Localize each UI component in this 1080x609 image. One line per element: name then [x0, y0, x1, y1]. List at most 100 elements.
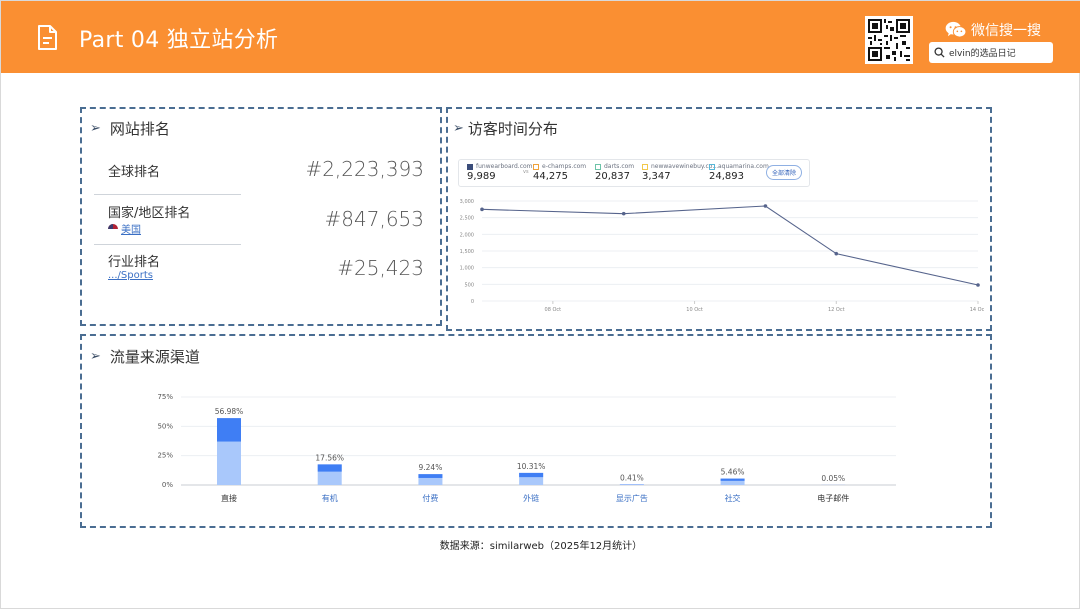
data-source-note: 数据来源：similarweb（2025年12月统计） [439, 541, 643, 552]
legend-value: 20,837 [595, 171, 630, 182]
visitor-time-heading: ➢ 访客时间分布 [453, 118, 558, 139]
legend-site-name: e-champs.com [542, 163, 587, 170]
visitor-line-chart: 0 500 1,000 1,500 2,000 2,500 3,000 08 Oct 10 Oc… [460, 199, 984, 313]
country-rank-row: 国家/地区排名 美国 #847,653 [108, 202, 424, 238]
category-label[interactable]: 外链 [523, 493, 539, 503]
legend-item[interactable]: aquamarina.com 24,893 [709, 163, 769, 182]
legend-item[interactable]: darts.com 20,837 [595, 163, 634, 182]
bar[interactable] [418, 474, 443, 485]
bar-highlight [217, 418, 241, 442]
rank-divider [94, 194, 241, 195]
rank-divider [94, 244, 241, 245]
qr-code [865, 16, 913, 64]
industry-rank-link[interactable]: .../Sports [108, 270, 153, 281]
legend-site-name: darts.com [604, 163, 635, 170]
category-label[interactable]: 有机 [322, 493, 338, 503]
y-tick-label: 25% [157, 452, 173, 460]
legend-item[interactable]: newwavewinebuy.co... 3,347 [642, 163, 718, 182]
category-label: 直接 [221, 493, 237, 503]
legend-item[interactable]: funwearboard.com 9,989 [467, 163, 533, 182]
bar-value-label: 0.41% [620, 474, 644, 483]
legend-swatch [467, 163, 473, 170]
country-rank-label: 国家/地区排名 [108, 206, 191, 221]
category-label[interactable]: 显示广告 [616, 493, 648, 503]
industry-rank-value: #25,423 [337, 256, 424, 280]
arrow-icon: ➢ [90, 349, 101, 364]
y-tick-label: 2,000 [460, 232, 474, 238]
clear-all-button[interactable]: 全部清除 [766, 165, 802, 180]
bar-value-label: 10.31% [517, 462, 546, 471]
x-tick-label: 08 Oct [545, 307, 562, 313]
us-flag-icon [108, 223, 118, 234]
bar-highlight [317, 464, 342, 472]
legend-swatch [595, 163, 601, 170]
visitor-time-title: 访客时间分布 [467, 120, 558, 138]
category-label: 电子邮件 [817, 493, 849, 503]
bar-value-label: 0.05% [821, 474, 845, 483]
y-tick-label: 1,000 [460, 266, 474, 272]
vs-label: vs [523, 169, 529, 175]
visitor-time-panel [446, 107, 992, 331]
wechat-search-box[interactable]: elvin的选品日记 [929, 42, 1053, 63]
bar-value-label: 17.56% [315, 453, 344, 462]
wechat-search-label-row: 微信搜一搜 [945, 19, 1041, 41]
legend-site-name: funwearboard.com [476, 163, 533, 170]
traffic-source-title: 流量来源渠道 [109, 348, 200, 366]
y-tick-label: 1,500 [460, 249, 474, 255]
wechat-search-label: 微信搜一搜 [971, 23, 1041, 39]
website-rank-heading: ➢ 网站排名 [90, 118, 170, 139]
bar-value-label: 9.24% [419, 463, 443, 472]
x-tick-label: 10 Oct [686, 307, 703, 313]
bar-value-label: 56.98% [215, 407, 244, 416]
search-query-text: elvin的选品日记 [949, 49, 1016, 59]
website-rank-panel [80, 107, 442, 326]
bar[interactable] [720, 478, 745, 485]
legend-value: 44,275 [533, 171, 568, 182]
country-rank-link[interactable]: 美国 [108, 221, 141, 236]
y-tick-label: 2,500 [460, 216, 474, 222]
bar-highlight [720, 478, 745, 481]
legend-swatch [642, 163, 648, 170]
legend-value: 24,893 [709, 171, 744, 182]
category-label[interactable]: 社交 [725, 493, 741, 503]
x-tick-label: 14 Oct [970, 307, 984, 313]
legend-site-name: aquamarina.com [718, 163, 769, 170]
site-legend [458, 159, 810, 187]
category-label[interactable]: 付费 [422, 493, 438, 503]
bar-highlight [418, 474, 443, 478]
arrow-icon: ➢ [90, 121, 101, 136]
arrow-icon: ➢ [453, 121, 464, 136]
legend-swatch [709, 163, 715, 170]
country-name[interactable]: 美国 [121, 225, 141, 236]
legend-value: 9,989 [467, 171, 496, 182]
y-tick-label: 500 [464, 282, 474, 288]
legend-site-name: newwavewinebuy.co... [651, 163, 719, 170]
data-point[interactable] [976, 283, 980, 287]
wechat-icon [945, 21, 967, 38]
data-point[interactable] [621, 211, 626, 216]
global-rank-value: #2,223,393 [305, 157, 424, 181]
data-point[interactable] [763, 204, 768, 208]
website-rank-title: 网站排名 [109, 120, 170, 138]
y-tick-label: 0% [162, 481, 173, 489]
page-title: Part 04 独立站分析 [79, 28, 279, 53]
legend-value: 3,347 [642, 171, 671, 182]
global-rank-label: 全球排名 [108, 165, 161, 180]
y-tick-label: 50% [157, 422, 173, 430]
search-icon [934, 47, 945, 58]
industry-rank-label: 行业排名 [108, 255, 161, 270]
traffic-source-panel [80, 334, 992, 528]
legend-item[interactable]: e-champs.com 44,275 [533, 163, 586, 182]
data-point[interactable] [834, 251, 839, 256]
traffic-source-heading: ➢ 流量来源渠道 [90, 346, 200, 367]
y-tick-label: 3,000 [460, 199, 474, 205]
data-point[interactable] [480, 207, 484, 212]
x-tick-label: 12 Oct [828, 307, 845, 313]
header-bar: Part 04 独立站分析 [1, 1, 1080, 73]
y-tick-label: 75% [157, 393, 173, 401]
y-tick-label: 0 [471, 299, 474, 305]
industry-rank-row: 行业排名 .../Sports #25,423 [108, 251, 424, 287]
country-rank-value: #847,653 [324, 207, 424, 231]
traffic-bar-chart: 0% 25% 50% 75% 56.98% 直接 17.56% 有机 9.24% 付费 10.31%… [157, 393, 896, 503]
